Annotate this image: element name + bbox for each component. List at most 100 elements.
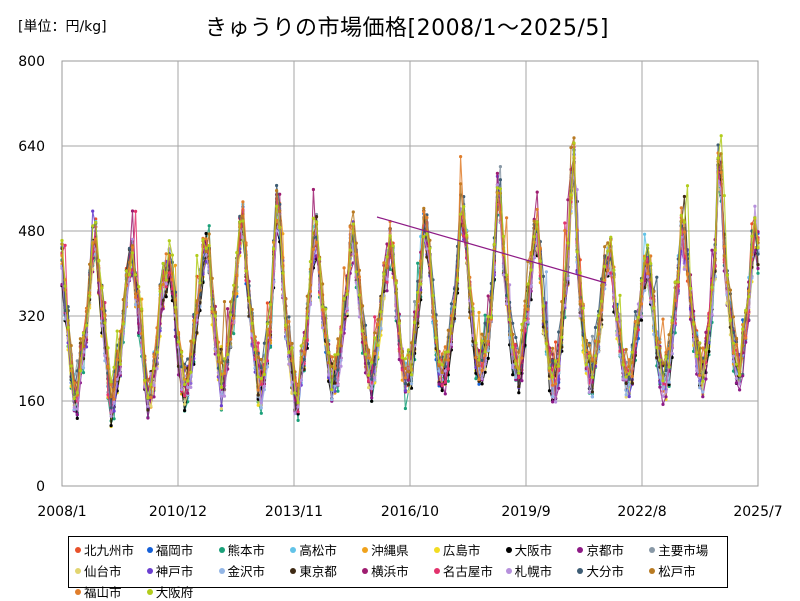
data-point <box>440 384 444 388</box>
data-point <box>664 395 668 399</box>
data-point <box>216 353 220 357</box>
data-point <box>409 386 414 390</box>
data-point <box>630 374 634 378</box>
data-point <box>547 366 552 370</box>
data-point <box>624 393 628 397</box>
data-point <box>195 311 199 315</box>
data-point <box>385 280 389 284</box>
data-point <box>459 155 463 159</box>
data-point <box>235 273 239 277</box>
legend-marker-icon <box>362 567 369 574</box>
data-point <box>268 302 273 307</box>
data-point <box>655 345 659 349</box>
data-point <box>403 389 407 393</box>
data-point <box>701 395 705 399</box>
data-point <box>526 307 530 312</box>
data-point <box>109 380 113 384</box>
data-point <box>529 252 533 256</box>
data-point <box>698 373 702 377</box>
data-point <box>97 259 101 263</box>
data-point <box>734 343 739 347</box>
data-point <box>615 317 619 321</box>
data-point <box>281 271 285 275</box>
data-point <box>701 346 705 350</box>
data-point <box>443 392 447 396</box>
data-point <box>173 305 177 309</box>
data-point <box>465 233 469 237</box>
data-point <box>385 242 389 246</box>
data-point <box>357 315 361 319</box>
data-point <box>658 375 662 379</box>
data-point <box>173 263 177 267</box>
data-point <box>443 364 447 369</box>
data-point <box>520 379 524 383</box>
data-point <box>345 312 349 316</box>
data-point <box>575 250 579 254</box>
data-point <box>449 314 453 318</box>
data-point <box>719 170 723 175</box>
data-point <box>330 355 334 359</box>
data-point <box>100 286 104 290</box>
data-point <box>189 385 193 389</box>
data-point <box>250 321 254 325</box>
data-point <box>437 369 441 373</box>
data-point <box>75 407 79 411</box>
data-point <box>661 317 665 321</box>
data-point <box>624 347 628 352</box>
data-point <box>501 273 506 277</box>
data-point <box>639 315 644 319</box>
data-point <box>664 390 668 394</box>
data-point <box>256 375 260 379</box>
legend-marker-icon <box>218 567 225 574</box>
data-point <box>127 277 132 281</box>
data-point <box>164 252 168 256</box>
data-point <box>106 346 110 350</box>
data-point <box>403 357 407 361</box>
data-point <box>406 348 411 352</box>
data-point <box>624 395 628 399</box>
data-point <box>373 315 377 319</box>
data-point <box>373 351 377 356</box>
data-point <box>661 394 665 398</box>
data-point <box>367 356 371 360</box>
data-point <box>60 238 64 243</box>
data-point <box>354 241 358 245</box>
data-point <box>728 319 733 323</box>
data-point <box>149 395 153 399</box>
data-point <box>333 381 337 385</box>
data-point <box>406 370 411 374</box>
data-point <box>253 347 257 351</box>
data-point <box>747 295 751 299</box>
data-point <box>517 375 521 380</box>
data-point <box>373 336 377 340</box>
data-point <box>688 317 693 321</box>
data-point <box>321 326 325 330</box>
data-point <box>244 241 248 245</box>
legend-label: 金沢市 <box>227 564 266 579</box>
data-point <box>130 237 135 241</box>
data-point <box>554 340 558 344</box>
data-point <box>443 380 447 384</box>
data-point <box>563 221 567 225</box>
data-point <box>554 400 558 404</box>
data-point <box>81 371 86 375</box>
data-point <box>590 334 595 338</box>
data-point <box>75 416 79 420</box>
x-tick-label: 2008/1 <box>37 504 86 520</box>
data-point <box>370 377 374 381</box>
data-point <box>308 260 312 264</box>
x-tick-label: 2016/10 <box>381 504 439 520</box>
data-point <box>750 234 754 238</box>
data-point <box>646 275 650 279</box>
data-point <box>232 283 236 287</box>
data-point <box>127 246 132 250</box>
y-tick-label: 800 <box>18 54 45 70</box>
data-point <box>327 373 331 377</box>
data-point <box>704 348 708 352</box>
data-point <box>710 285 714 289</box>
legend-marker-icon <box>146 546 153 553</box>
data-point <box>406 390 411 394</box>
data-point <box>627 358 631 362</box>
legend-item: 京都市 <box>577 540 649 559</box>
data-point <box>695 354 699 358</box>
